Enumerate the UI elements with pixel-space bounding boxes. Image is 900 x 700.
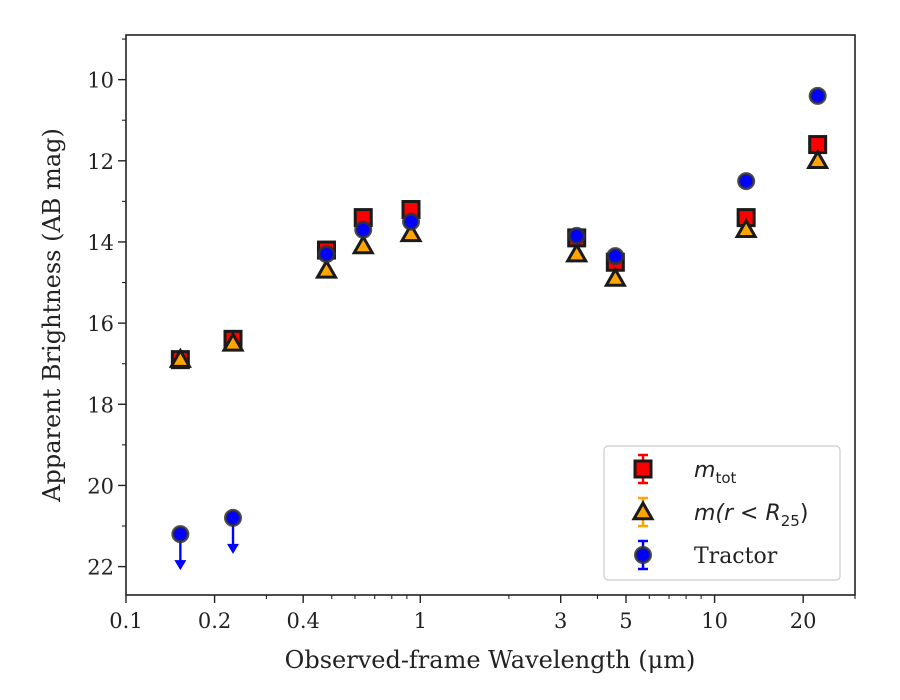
circle-point <box>567 226 586 245</box>
y-tick-label: 12 <box>87 150 114 174</box>
legend-marker-square <box>633 459 653 479</box>
circle-point <box>737 172 756 191</box>
x-tick-label: 0.4 <box>286 609 319 633</box>
triangle-point <box>221 331 245 352</box>
y-tick-label: 22 <box>87 556 114 580</box>
triangle-point <box>168 347 192 368</box>
y-tick-label: 14 <box>87 231 114 255</box>
legend-label: m(r < R25) <box>694 501 808 530</box>
triangle-point <box>351 233 375 255</box>
triangle-point <box>734 217 758 239</box>
y-tick-label: 18 <box>87 393 114 417</box>
triangle-point <box>603 266 627 287</box>
x-axis-label: Observed-frame Wavelength (μm) <box>285 646 696 674</box>
upper-limit-arrow-head <box>227 543 240 554</box>
y-tick-label: 16 <box>87 312 114 336</box>
legend-label: mtot <box>694 458 736 487</box>
legend-label: Tractor <box>694 544 778 569</box>
legend-items: mtot m(r < R25) Tractor <box>631 453 808 571</box>
y-tick-label: 20 <box>87 474 114 498</box>
legend-marker-triangle <box>631 499 655 521</box>
x-tick-label: 3 <box>554 609 567 633</box>
series-2 <box>171 86 827 571</box>
x-tick-label: 0.2 <box>198 609 231 633</box>
circle-point <box>224 508 243 527</box>
legend-marker-circle <box>634 546 652 564</box>
x-tick-label: 10 <box>701 609 728 633</box>
series-1 <box>168 148 830 368</box>
triangle-point <box>565 242 589 263</box>
y-tick-label: 10 <box>87 69 114 93</box>
upper-limit-arrow-head <box>174 560 187 571</box>
triangle-point <box>806 148 830 170</box>
circle-point <box>606 247 625 266</box>
legend: mtot m(r < R25) Tractor <box>603 445 841 581</box>
legend-frame <box>603 445 841 581</box>
x-tick-label: 5 <box>619 609 632 633</box>
x-tick-label: 20 <box>790 609 817 633</box>
axis-ticks: 0.1 0.2 0.4 1 3 5 10 20 10 12 14 16 18 20 22 <box>87 38 856 633</box>
y-axis-label: Apparent Brightness (AB mag) <box>38 128 66 503</box>
circle-point <box>808 86 827 105</box>
x-tick-label: 0.1 <box>109 609 142 633</box>
data-marks <box>168 86 830 571</box>
x-tick-label: 1 <box>414 609 427 633</box>
triangle-point <box>314 258 339 279</box>
triangle-point <box>399 221 423 243</box>
circle-point <box>317 245 336 264</box>
circle-point <box>171 525 190 544</box>
circle-point <box>354 220 373 239</box>
circle-point <box>402 212 421 231</box>
